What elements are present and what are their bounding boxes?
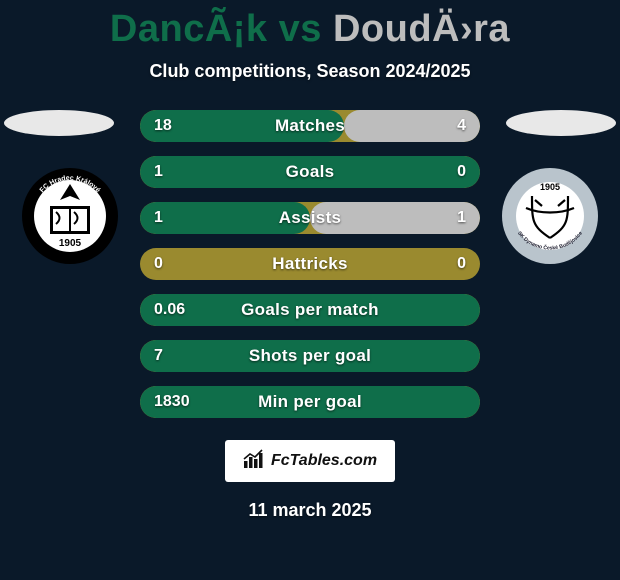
stat-label: Matches: [275, 116, 345, 136]
stat-value-left: 1: [154, 163, 163, 181]
stat-bar: 1830 Min per goal: [140, 386, 480, 418]
comparison-title: DancÃ¡k vs DoudÄ›ra: [0, 0, 620, 51]
stat-value-right: 1: [457, 209, 466, 227]
stat-bar: 1 0 Goals: [140, 156, 480, 188]
player2-name: DoudÄ›ra: [333, 8, 510, 50]
stat-bar: 18 4 Matches: [140, 110, 480, 142]
stat-bar: 0.06 Goals per match: [140, 294, 480, 326]
chart-icon: [243, 449, 265, 474]
stat-value-right: 4: [457, 117, 466, 135]
player2-photo-placeholder: [506, 110, 616, 136]
stat-label: Shots per goal: [249, 346, 371, 366]
stat-bar: 7 Shots per goal: [140, 340, 480, 372]
fctables-text: FcTables.com: [271, 452, 377, 470]
vs-text: vs: [279, 8, 322, 50]
stat-value-left: 1: [154, 209, 163, 227]
club-badge-left: 1905 FC Hradec Králové: [20, 166, 120, 266]
stat-value-left: 7: [154, 347, 163, 365]
fctables-logo: FcTables.com: [225, 440, 395, 482]
stat-bar: 1 1 Assists: [140, 202, 480, 234]
stat-value-left: 18: [154, 117, 172, 135]
club-badge-left-svg: 1905 FC Hradec Králové: [20, 166, 120, 266]
badge-left-year: 1905: [59, 238, 82, 249]
player1-name: DancÃ¡k: [110, 8, 268, 50]
subtitle: Club competitions, Season 2024/2025: [0, 61, 620, 82]
badge-right-year: 1905: [540, 182, 560, 192]
date-text: 11 march 2025: [0, 500, 620, 521]
stat-label: Assists: [279, 208, 342, 228]
stat-label: Goals per match: [241, 300, 379, 320]
player1-photo-placeholder: [4, 110, 114, 136]
stat-label: Min per goal: [258, 392, 362, 412]
stat-label: Goals: [286, 162, 335, 182]
stat-label: Hattricks: [272, 254, 347, 274]
stat-bar: 0 0 Hattricks: [140, 248, 480, 280]
stat-value-left: 0: [154, 255, 163, 273]
comparison-stage: 1905 FC Hradec Králové 1905 SK Dynamo Če…: [0, 110, 620, 418]
club-badge-right-svg: 1905 SK Dynamo České Budějovice: [500, 166, 600, 266]
stat-value-left: 1830: [154, 393, 190, 411]
stat-value-right: 0: [457, 163, 466, 181]
stat-value-left: 0.06: [154, 301, 185, 319]
club-badge-right: 1905 SK Dynamo České Budějovice: [500, 166, 600, 266]
stat-value-right: 0: [457, 255, 466, 273]
stat-bars: 18 4 Matches 1 0 Goals 1 1 Assists 0 0 Hattricks 0.0…: [140, 110, 480, 418]
